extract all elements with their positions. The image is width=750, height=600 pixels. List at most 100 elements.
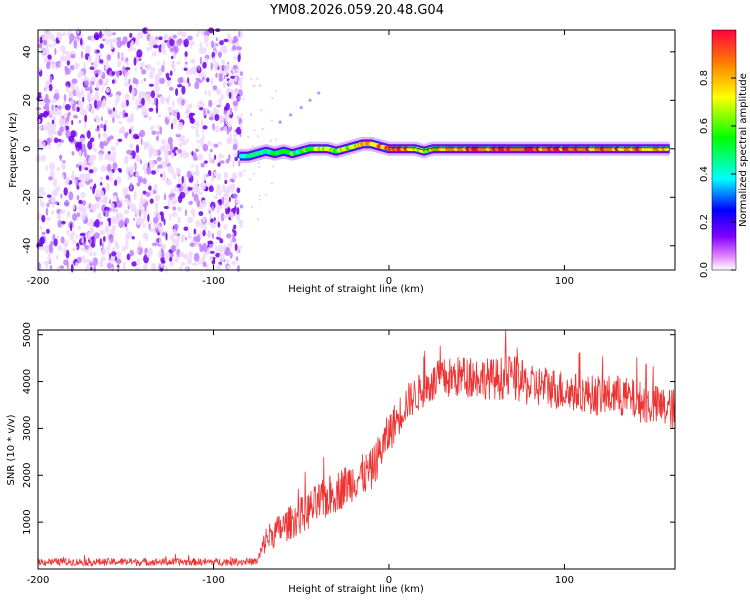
noise-mark: [175, 241, 180, 248]
noise-mark: [233, 80, 240, 85]
noise-mark: [110, 202, 115, 209]
noise-mark: [103, 124, 107, 132]
noise-mark: [188, 200, 193, 206]
noise-mark: [122, 261, 126, 270]
noise-mark: [167, 106, 173, 112]
noise-mark: [98, 152, 103, 161]
noise-mark: [92, 257, 99, 266]
noise-mark: [169, 38, 175, 47]
noise-mark: [206, 77, 210, 83]
noise-mark: [184, 61, 188, 65]
x-tick-label: -200: [27, 276, 50, 287]
noise-mark: [210, 62, 213, 71]
noise-mark: [180, 234, 186, 240]
noise-mark: [37, 140, 43, 149]
noise-mark: [184, 209, 188, 217]
noise-mark: [271, 97, 274, 100]
noise-mark: [119, 127, 125, 134]
noise-mark: [154, 202, 159, 211]
noise-mark: [161, 139, 167, 145]
noise-mark: [176, 183, 181, 188]
noise-mark: [147, 162, 150, 169]
snr-series-line: [37, 329, 676, 568]
noise-mark: [66, 229, 70, 236]
noise-mark: [89, 186, 93, 190]
noise-mark: [76, 27, 80, 35]
faint-branch-point: [278, 120, 282, 124]
noise-mark: [170, 109, 175, 116]
noise-mark: [161, 173, 167, 181]
colorbar-tick-label: 0.2: [699, 214, 710, 230]
noise-mark: [205, 187, 208, 192]
noise-mark: [237, 79, 242, 86]
noise-mark: [109, 253, 112, 260]
noise-mark: [219, 154, 226, 158]
noise-mark: [191, 262, 198, 266]
noise-mark: [148, 45, 153, 51]
noise-mark: [210, 218, 214, 223]
noise-mark: [67, 112, 72, 116]
noise-mark: [142, 177, 147, 185]
noise-mark: [191, 188, 194, 193]
noise-mark: [214, 154, 217, 160]
noise-mark: [83, 61, 86, 70]
noise-mark: [102, 98, 106, 106]
noise-mark: [79, 137, 86, 143]
noise-mark: [217, 98, 221, 104]
noise-mark: [163, 193, 167, 201]
noise-mark: [97, 212, 102, 220]
noise-mark: [158, 236, 162, 246]
noise-mark: [235, 200, 241, 204]
noise-mark: [48, 176, 53, 181]
noise-mark: [90, 242, 96, 248]
noise-mark: [215, 72, 218, 79]
noise-mark: [219, 67, 222, 72]
noise-mark: [223, 223, 228, 230]
noise-mark: [57, 245, 63, 251]
noise-mark: [212, 56, 216, 63]
noise-mark: [186, 256, 193, 265]
noise-mark: [107, 153, 114, 162]
noise-mark: [74, 262, 79, 267]
noise-mark: [138, 132, 142, 137]
noise-mark: [41, 231, 46, 236]
noise-mark: [121, 52, 125, 59]
noise-mark: [153, 39, 159, 44]
noise-mark: [112, 162, 118, 171]
noise-mark: [188, 82, 191, 87]
noise-mark: [146, 166, 149, 172]
noise-mark: [53, 94, 57, 100]
noise-mark: [93, 251, 97, 256]
noise-mark: [258, 194, 261, 197]
noise-mark: [260, 109, 263, 112]
noise-mark: [80, 173, 86, 182]
noise-mark: [44, 29, 47, 37]
noise-mark: [176, 111, 181, 121]
noise-mark: [163, 218, 166, 226]
noise-mark: [87, 231, 91, 241]
noise-mark: [192, 152, 197, 161]
noise-mark: [190, 125, 196, 129]
noise-mark: [124, 74, 128, 82]
noise-mark: [149, 35, 155, 45]
noise-mark: [165, 158, 170, 165]
noise-mark: [51, 119, 55, 125]
noise-mark: [190, 208, 196, 216]
snr-panel: -200 -100 0 100 1000 2000 3000 4000 5000 Height…: [6, 322, 676, 595]
noise-mark: [68, 191, 74, 201]
noise-mark: [152, 51, 157, 57]
noise-mark: [228, 79, 234, 87]
noise-mark: [186, 106, 190, 115]
noise-mark: [136, 249, 140, 254]
noise-mark: [59, 45, 66, 52]
noise-mark: [217, 221, 221, 228]
spectrogram-noise: [35, 27, 321, 274]
noise-mark: [137, 104, 143, 109]
noise-mark: [238, 170, 243, 178]
noise-mark: [187, 216, 193, 224]
noise-mark: [169, 256, 173, 263]
noise-mark: [100, 182, 103, 186]
noise-mark: [127, 205, 130, 210]
noise-mark: [124, 81, 129, 87]
noise-mark: [174, 113, 177, 118]
